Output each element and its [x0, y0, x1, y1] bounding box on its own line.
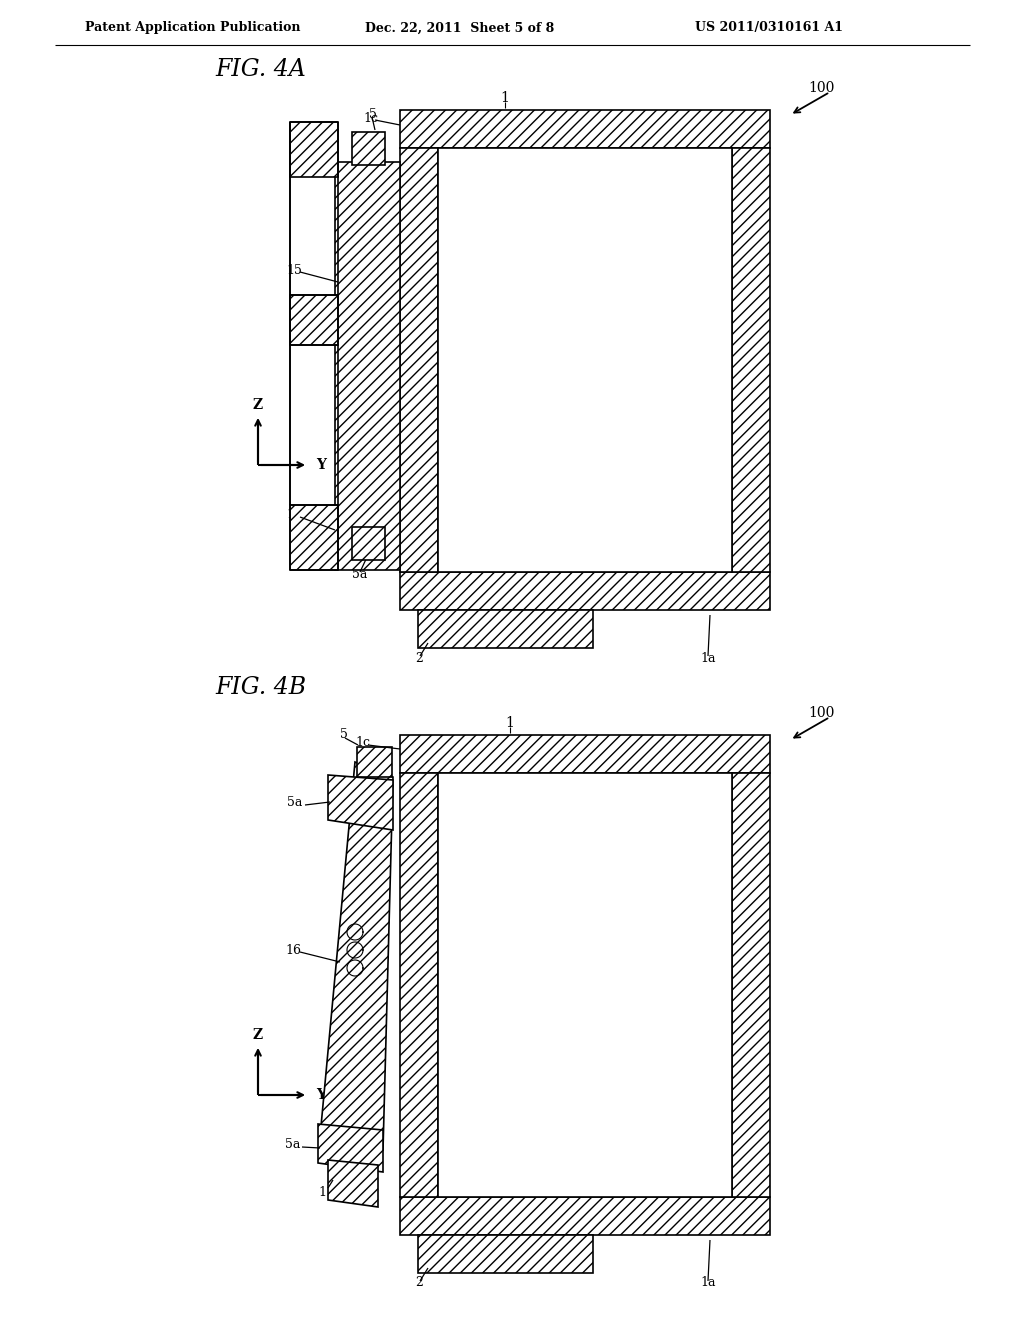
Text: 2: 2 [415, 652, 423, 664]
Text: 1c: 1c [355, 737, 370, 750]
Bar [400, 110, 770, 148]
Text: 1a: 1a [700, 652, 716, 664]
Text: 1c: 1c [362, 111, 378, 124]
Text: 1: 1 [506, 715, 514, 730]
Bar [357, 747, 392, 777]
Text: 5a: 5a [285, 1138, 300, 1151]
Bar [418, 610, 593, 648]
Text: FIG. 4B: FIG. 4B [215, 676, 306, 700]
Bar [400, 572, 770, 610]
Text: Z: Z [253, 399, 263, 412]
Polygon shape [318, 1125, 383, 1172]
Text: 100: 100 [808, 706, 835, 719]
Bar [438, 148, 732, 572]
Text: 11: 11 [286, 508, 302, 521]
Text: 16: 16 [285, 944, 301, 957]
Polygon shape [328, 775, 393, 830]
Text: Y: Y [316, 458, 326, 473]
Text: US 2011/0310161 A1: US 2011/0310161 A1 [695, 21, 843, 34]
Bar [290, 294, 338, 345]
Text: 5: 5 [369, 107, 377, 120]
Bar [352, 132, 385, 165]
Bar [400, 735, 770, 774]
Text: 11: 11 [318, 1185, 334, 1199]
Bar [335, 162, 400, 570]
Bar [400, 774, 438, 1197]
Text: 5: 5 [340, 729, 348, 742]
Polygon shape [319, 762, 393, 1150]
Polygon shape [328, 1160, 378, 1206]
Text: 5a: 5a [352, 569, 368, 582]
Bar [732, 148, 770, 572]
Text: 15: 15 [286, 264, 302, 276]
Bar [290, 506, 338, 570]
Text: 2: 2 [415, 1276, 423, 1290]
Bar [732, 774, 770, 1197]
Text: FIG. 4A: FIG. 4A [215, 58, 306, 82]
Bar [418, 1236, 593, 1272]
Text: 1a: 1a [700, 1276, 716, 1290]
Bar [438, 774, 732, 1197]
Bar [400, 1197, 770, 1236]
Text: 5a: 5a [287, 796, 302, 809]
Text: Dec. 22, 2011  Sheet 5 of 8: Dec. 22, 2011 Sheet 5 of 8 [365, 21, 554, 34]
Bar [400, 148, 438, 572]
Text: 1: 1 [501, 91, 509, 106]
Text: Y: Y [316, 1088, 326, 1102]
Bar [352, 527, 385, 560]
Text: 100: 100 [808, 81, 835, 95]
Bar [290, 121, 338, 177]
Text: Patent Application Publication: Patent Application Publication [85, 21, 300, 34]
Text: Z: Z [253, 1028, 263, 1041]
